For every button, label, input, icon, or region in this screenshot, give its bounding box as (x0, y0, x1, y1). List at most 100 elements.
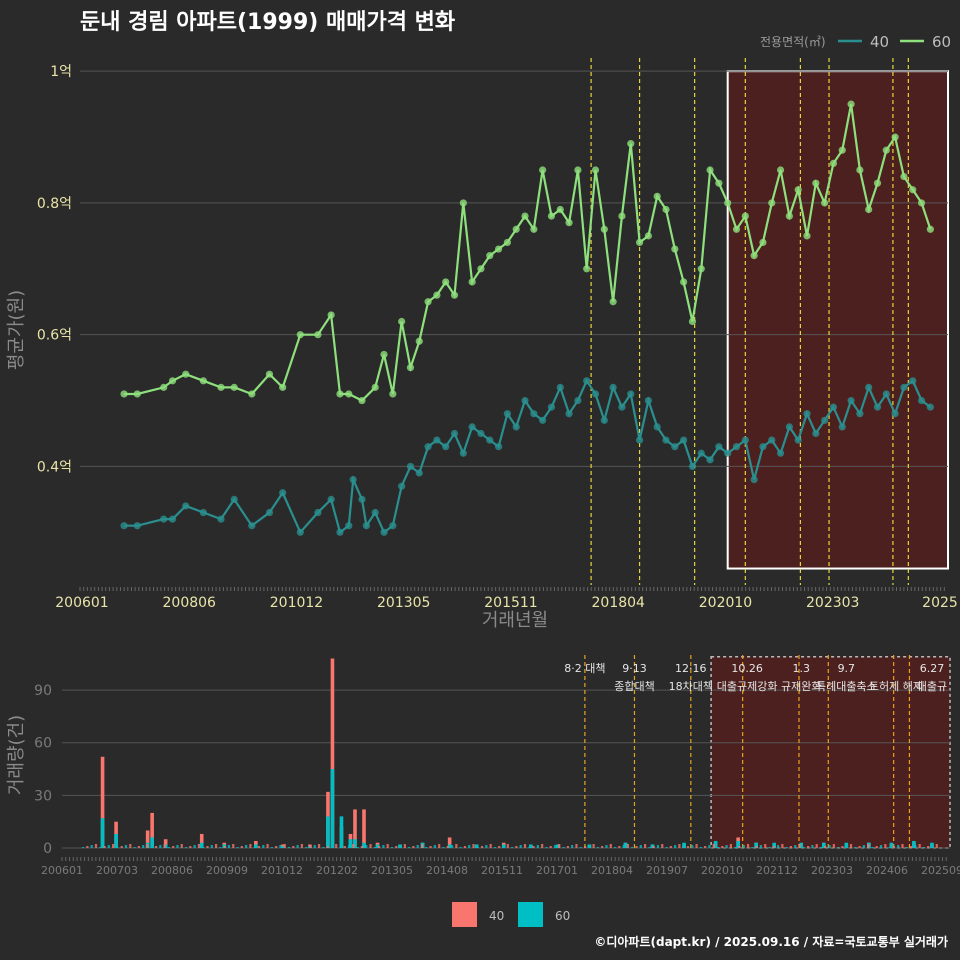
bar-small (390, 847, 394, 848)
series-point-40 (574, 396, 582, 405)
bar-small (601, 846, 604, 848)
bar-small (909, 846, 913, 848)
series-point-60 (415, 337, 423, 345)
y-tick-label: 1억 (50, 64, 72, 80)
series-point-40 (618, 403, 626, 411)
bar-small (493, 847, 497, 848)
bar-small (571, 845, 574, 848)
bar-small (433, 845, 436, 848)
policy-annotation: 규제완화 (781, 680, 821, 693)
series-point-60 (199, 377, 207, 385)
bar-40 (362, 809, 366, 848)
bar-small (841, 846, 844, 848)
series-point-60 (468, 278, 476, 286)
series-point-60 (398, 317, 406, 326)
series-point-60 (732, 225, 741, 233)
x-tick-label: 2025 (922, 595, 958, 611)
series-point-40 (926, 403, 934, 411)
bar-40 (353, 809, 357, 848)
series-point-60 (486, 252, 494, 260)
series-point-40 (794, 436, 802, 444)
series-point-60 (609, 298, 617, 306)
bar-small (313, 845, 316, 848)
bar-small (322, 847, 325, 848)
series-point-60 (697, 265, 705, 273)
series-point-60 (847, 100, 855, 108)
top-x-axis-label: 거래년월 (482, 610, 548, 631)
y-tick-label: 0.4억 (37, 459, 72, 475)
series-point-40 (380, 528, 388, 536)
series-point-60 (503, 238, 511, 247)
bar-small (309, 846, 312, 848)
series-point-60 (380, 350, 388, 359)
series-point-60 (662, 205, 670, 214)
bar-small (523, 844, 527, 848)
x-tick-label: 201804 (592, 595, 646, 611)
bar-small (399, 845, 402, 848)
bar-small (819, 847, 823, 848)
bar-small (935, 844, 938, 848)
series-point-40 (494, 443, 503, 451)
series-point-40 (512, 423, 520, 431)
bar-small (798, 844, 801, 848)
bar-small (107, 845, 110, 848)
bar-40 (163, 839, 168, 848)
x-tick-label: 201511 (481, 864, 523, 877)
bar-small (420, 844, 424, 848)
policy-annotation: 대출규제강화 (717, 680, 778, 693)
bar-small (210, 845, 213, 848)
series-point-40 (415, 469, 423, 477)
bar-60 (348, 839, 353, 848)
series-point-60 (345, 390, 353, 398)
bar-small (858, 846, 861, 848)
bar-small (884, 844, 887, 848)
bar-small (133, 847, 136, 848)
bar-small (626, 844, 630, 848)
bar-small (901, 844, 904, 848)
bar-small (553, 845, 557, 848)
chart-title: 둔내 경림 아파트(1999) 매매가격 변화 (80, 10, 455, 35)
bar-small (575, 844, 578, 848)
series-point-40 (503, 410, 511, 418)
series-point-60 (917, 199, 926, 207)
series-point-60 (279, 383, 287, 391)
bar-small (142, 845, 145, 848)
series-point-40 (279, 489, 287, 497)
x-tick-label: 202509 (921, 864, 960, 877)
policy-annotation: 6.27 (920, 662, 945, 675)
bar-small (562, 847, 565, 848)
bar-small (776, 845, 780, 848)
series-point-40 (521, 396, 529, 405)
bar-small (519, 845, 522, 848)
series-point-60 (442, 278, 450, 286)
bar-small (622, 845, 625, 848)
series-point-40 (230, 495, 238, 503)
series-point-40 (556, 383, 564, 391)
x-tick-label: 202112 (756, 864, 798, 877)
bar-small (716, 847, 720, 848)
bar-small (712, 844, 715, 848)
series-point-40 (847, 396, 855, 405)
series-point-60 (776, 166, 785, 174)
bar-small (206, 846, 209, 848)
bar-small (755, 846, 758, 848)
bar-small (879, 845, 883, 848)
bar-small (180, 844, 183, 848)
series-point-40 (345, 522, 353, 530)
series-point-60 (530, 225, 538, 233)
series-point-60 (856, 166, 864, 174)
series-point-60 (120, 390, 128, 398)
bar-small (892, 846, 896, 848)
series-point-60 (785, 212, 793, 220)
legend-swatch-40 (452, 902, 477, 927)
y-tick-label: 0.6억 (37, 328, 72, 344)
bar-60 (912, 840, 916, 848)
series-point-60 (406, 364, 415, 372)
bar-60 (556, 844, 560, 848)
bar-small (124, 845, 128, 848)
series-point-40 (168, 515, 177, 523)
series-point-60 (926, 225, 934, 233)
y-tick-label: 0 (43, 841, 52, 857)
bar-small (184, 847, 188, 848)
bar-small (245, 845, 248, 848)
